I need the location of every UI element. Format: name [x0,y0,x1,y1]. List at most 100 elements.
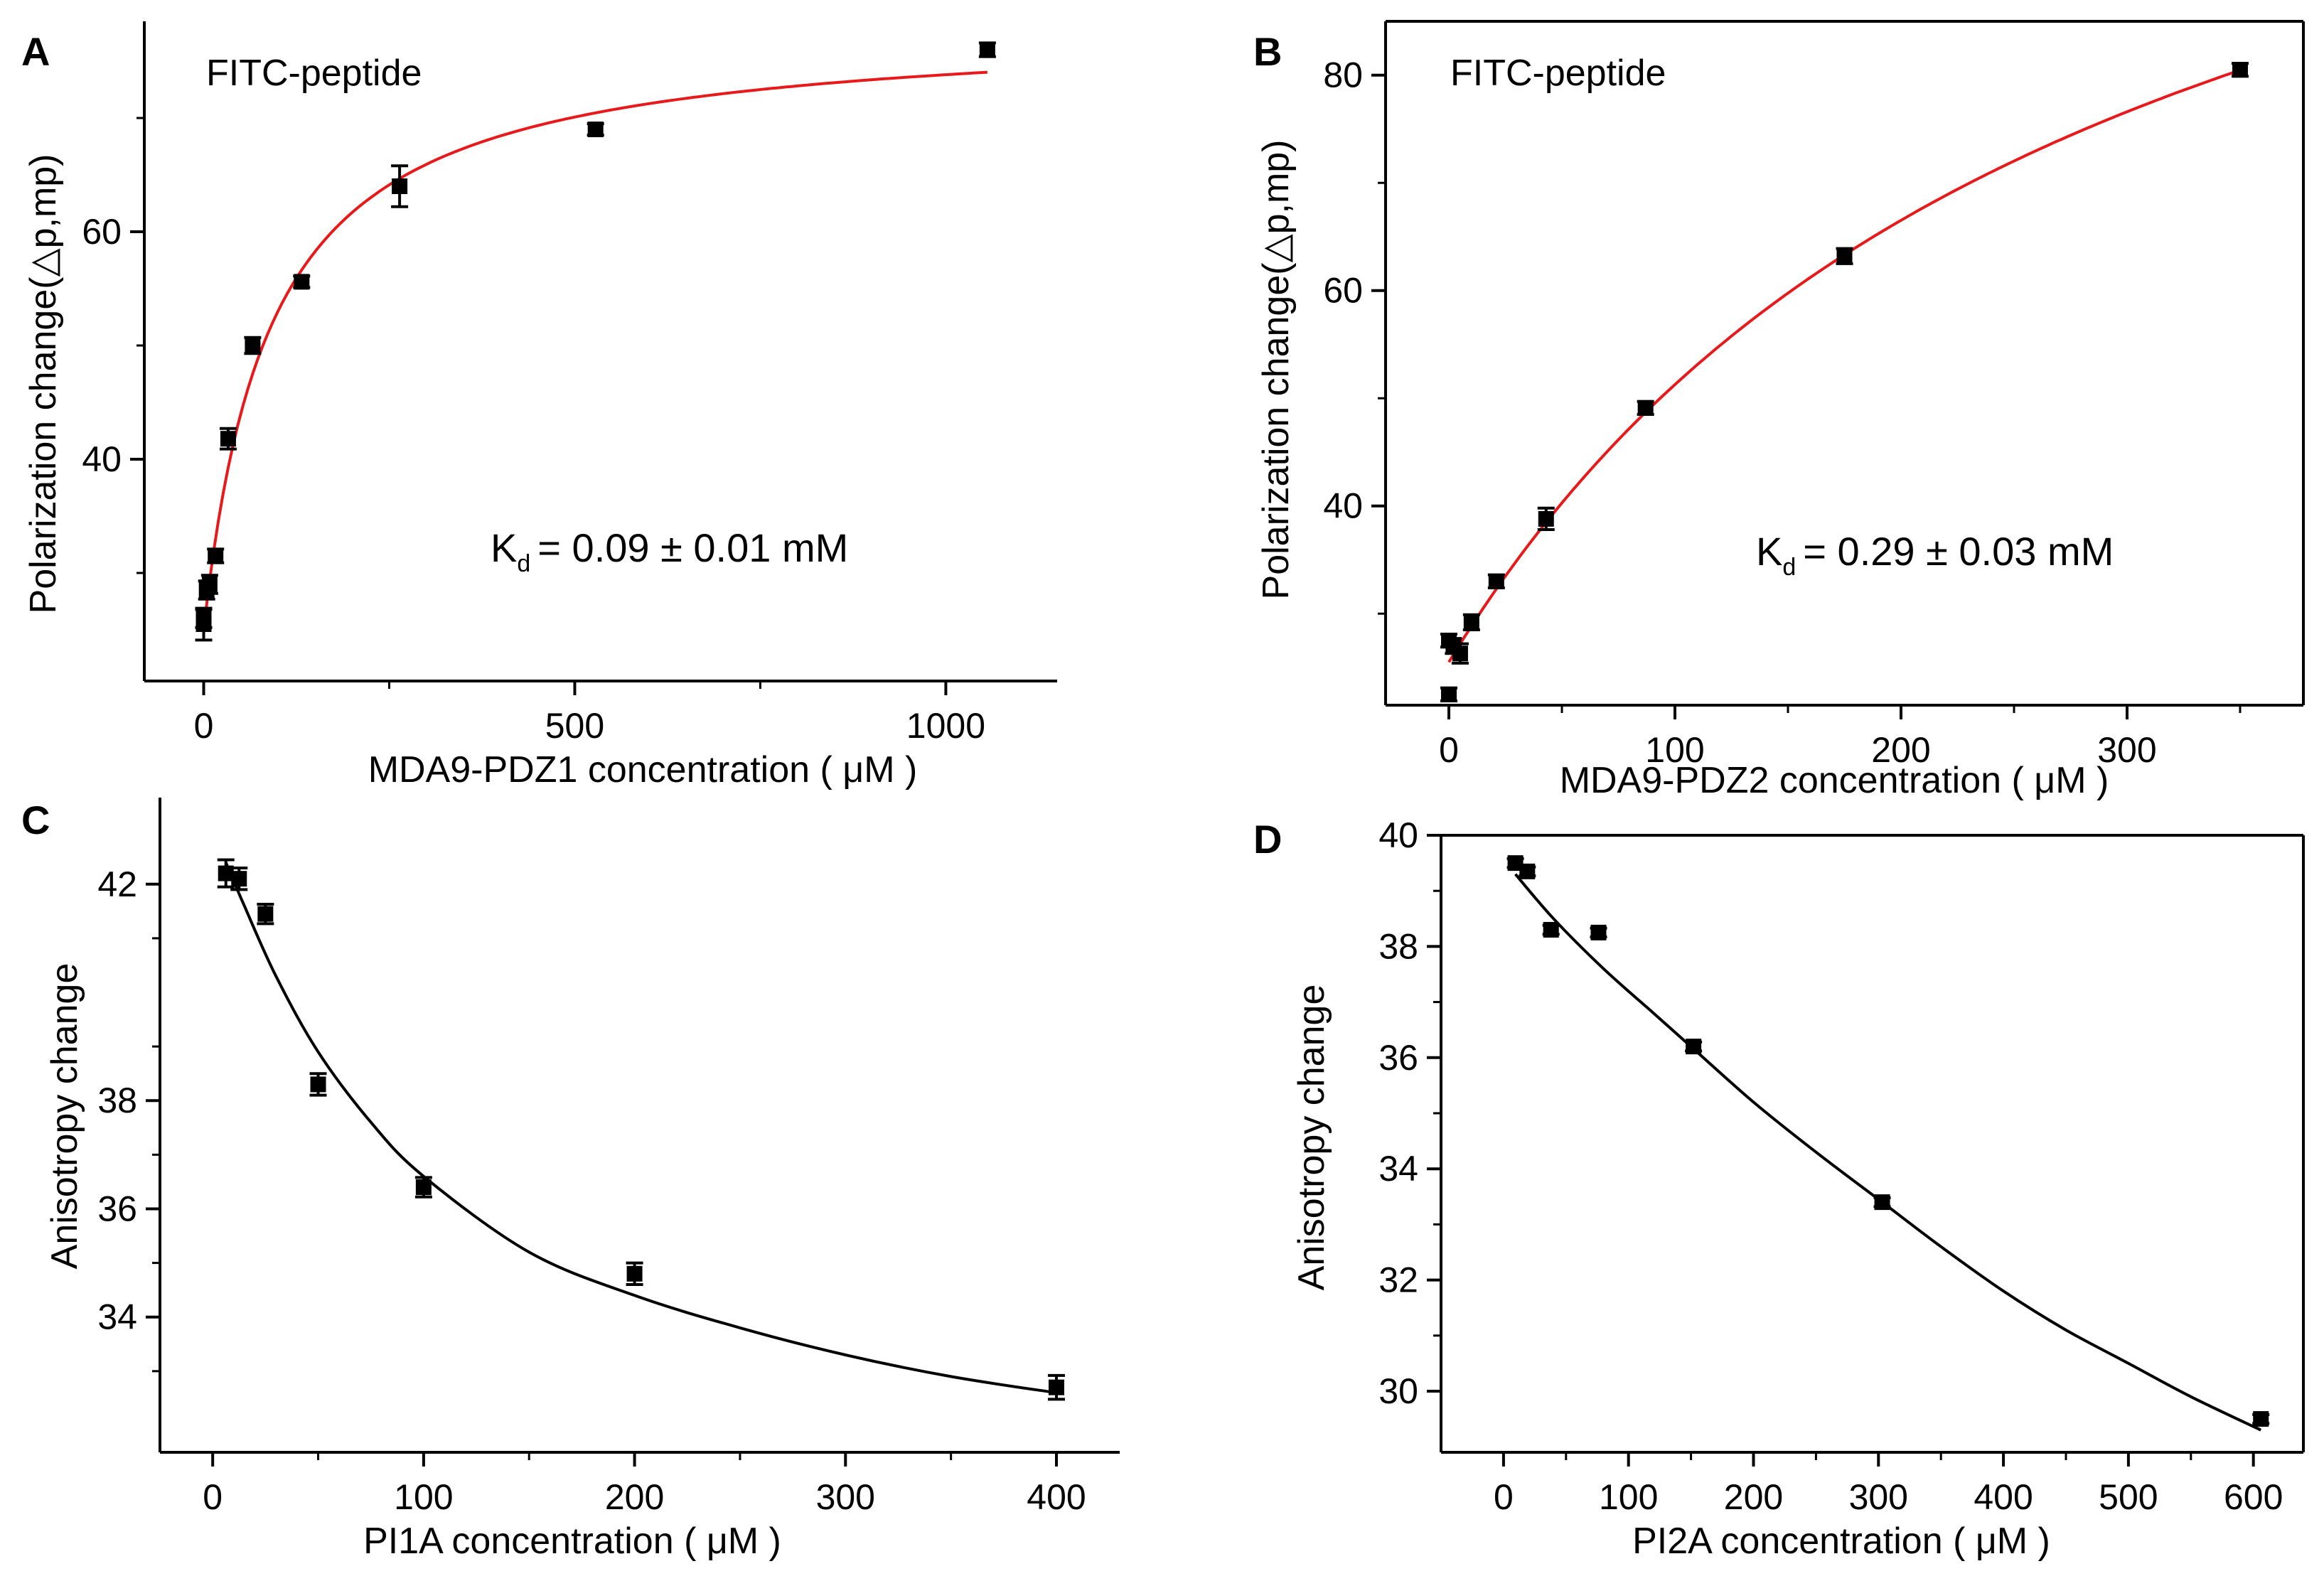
data-marker [257,906,274,922]
panel-b-data-point [1487,573,1505,589]
panel-d-data-point [1590,924,1607,940]
panel-a-data-point [293,274,311,290]
panel-a-title: FITC-peptide [206,53,422,94]
panel-a-data-point [219,427,237,451]
panel-b-y-tick-label: 80 [1323,55,1363,95]
panel-b-kd-value: = 0.29 ± 0.03 mM [1803,529,2114,574]
panel-d-y-tick-label: 30 [1378,1371,1418,1411]
panel-a-x-tick-label: 1000 [906,706,985,746]
panel-d: D 0 100 200 300 400 500 600 30 32 34 36 38 40 PI2A c… [1253,815,2305,1562]
panel-a-y-tick-label: 40 [82,439,122,479]
panel-c-fit-curve [224,862,1057,1395]
panel-a-kd-symbol: K [491,525,517,570]
panel-a-y-tick-label: 60 [82,212,122,252]
panel-a-fit-curve [202,70,988,631]
panel-b-x-tick-label: 100 [1645,730,1704,770]
panel-b-kd-subscript: d [1782,554,1796,581]
panel-c-y-tick-label: 34 [97,1297,137,1337]
panel-c-x-tick-label: 300 [816,1477,875,1517]
panel-b-kd-annotation: Kd = 0.29 ± 0.03 mM [1756,529,2114,581]
panel-b-plot [1440,62,2249,702]
panel-b-data-point [1836,247,1853,265]
data-marker [1488,573,1504,589]
panel-d-x-tick-label: 400 [1974,1477,2033,1517]
panel-c-data-point [217,858,235,889]
panel-a-data-point [978,41,996,58]
panel-d-data-point [1542,921,1560,938]
data-marker [979,42,995,58]
panel-c-y-tick-label: 36 [97,1189,137,1228]
panel-a-axes: 0 500 1000 40 60 [82,21,1057,746]
panel-a-data-point [207,547,225,564]
panel-c-x-tick-label: 200 [605,1477,664,1517]
panel-c-x-tick-label: 100 [394,1477,453,1517]
panel-a: A FITC-peptide 0 500 1000 40 60 MDA9-PDZ1 co… [21,21,1057,790]
panel-a-y-axis-label: Polarization change(△p,mp) [23,154,64,614]
panel-a-plot [195,41,996,642]
data-marker [1538,510,1554,527]
data-marker [1048,1379,1064,1395]
data-marker [220,431,236,447]
data-marker [1836,248,1853,264]
data-marker [1874,1194,1890,1211]
data-marker [1637,400,1654,416]
panel-c-y-tick-label: 38 [97,1081,137,1120]
panel-d-y-tick-label: 38 [1378,926,1418,966]
panel-d-data-point [1519,863,1536,879]
panel-a-data-point [195,608,213,629]
panel-d-data-point [1873,1194,1891,1211]
panel-d-y-tick-label: 32 [1378,1260,1418,1300]
panel-b-x-tick-label: 0 [1439,730,1459,770]
panel-d-axes: 0 100 200 300 400 500 600 30 32 34 36 38 40 [1378,815,2305,1517]
panel-d-fit-curve [1514,873,2262,1432]
data-marker [208,548,224,564]
data-marker [294,274,310,290]
data-marker [196,611,212,626]
panel-b-x-axis-label: MDA9-PDZ2 concentration ( μM ) [1560,760,2109,801]
panel-b: B FITC-peptide 0 100 200 300 40 60 80 MDA9-PDZ… [1253,20,2305,801]
panel-d-x-tick-label: 300 [1849,1477,1908,1517]
data-marker [2232,62,2248,78]
data-marker [231,871,247,887]
panel-c: C 0 100 200 300 400 34 36 38 42 PI1A concentrati… [21,798,1120,1562]
panel-d-data-point [1685,1039,1703,1055]
panel-d-x-tick-label: 200 [1724,1477,1783,1517]
panel-a-data-point [200,574,218,595]
panel-c-axes: 0 100 200 300 400 34 36 38 42 [97,798,1120,1517]
data-marker [201,577,218,592]
data-marker [392,178,408,194]
panel-a-x-tick-label: 500 [545,706,604,746]
panel-b-data-point [1462,613,1480,631]
panel-d-x-tick-label: 0 [1494,1477,1514,1517]
data-marker [218,865,234,881]
data-marker [1543,921,1559,938]
panel-c-y-tick-label: 42 [97,864,137,904]
panel-a-x-tick-label: 0 [194,706,214,746]
panel-d-plot [1506,855,2270,1432]
panel-a-kd-value: = 0.09 ± 0.01 mM [537,525,848,570]
panel-c-x-tick-label: 0 [203,1477,223,1517]
panel-letter-c: C [21,798,50,842]
panel-letter-b: B [1253,29,1282,74]
panel-b-data-point [1637,400,1654,416]
panel-b-y-tick-label: 40 [1323,486,1363,526]
panel-d-x-tick-label: 100 [1599,1477,1658,1517]
data-marker [245,338,261,353]
data-marker [1519,863,1536,879]
panel-c-x-axis-label: PI1A concentration ( μM ) [363,1521,781,1562]
panel-d-y-tick-label: 40 [1378,815,1418,855]
panel-letter-d: D [1253,817,1282,862]
panel-a-kd-subscript: d [517,550,530,577]
data-marker [1463,614,1479,631]
data-marker [587,122,604,137]
panel-d-y-tick-label: 36 [1378,1038,1418,1078]
panel-b-data-point [1440,686,1458,702]
panel-b-axes: 0 100 200 300 40 60 80 [1323,20,2305,770]
panel-b-x-tick-label: 300 [2097,730,2156,770]
panel-b-x-tick-label: 200 [1871,730,1930,770]
panel-c-y-axis-label: Anisotropy change [44,963,85,1270]
panel-d-data-point [2252,1411,2270,1427]
panel-b-kd-symbol: K [1756,529,1782,574]
panel-d-y-tick-label: 34 [1378,1149,1418,1189]
